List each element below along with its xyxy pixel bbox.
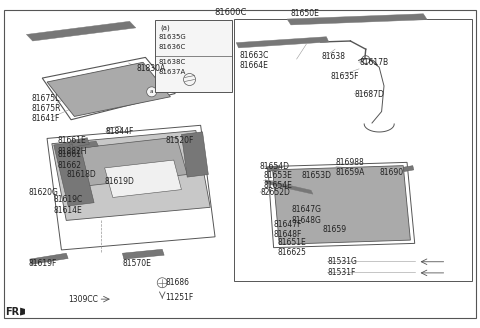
Text: 81844F: 81844F — [106, 127, 134, 136]
Polygon shape — [71, 138, 89, 147]
Polygon shape — [30, 253, 68, 264]
Polygon shape — [287, 14, 427, 25]
Text: 81653E
81654E: 81653E 81654E — [263, 171, 292, 190]
Text: 81619C: 81619C — [54, 195, 83, 204]
Polygon shape — [122, 249, 164, 259]
Text: 81687D: 81687D — [354, 90, 384, 99]
Polygon shape — [54, 142, 94, 206]
Text: 81636C: 81636C — [158, 44, 186, 50]
Text: 81531G: 81531G — [327, 257, 357, 266]
Text: 81570E: 81570E — [123, 258, 152, 268]
Circle shape — [147, 87, 156, 97]
Polygon shape — [265, 180, 313, 194]
Text: 81663C
81664E: 81663C 81664E — [240, 51, 269, 71]
Text: 82652D: 82652D — [260, 188, 290, 197]
Text: 81647F
81648F: 81647F 81648F — [274, 220, 302, 239]
Bar — [234, 19, 472, 281]
Text: 81690: 81690 — [379, 168, 403, 177]
Polygon shape — [236, 37, 329, 48]
Text: 11251F: 11251F — [166, 293, 194, 302]
Text: 81647G
81648G: 81647G 81648G — [292, 205, 322, 225]
Text: 81637A: 81637A — [158, 70, 186, 75]
Polygon shape — [47, 62, 170, 116]
Text: 81617B: 81617B — [359, 58, 388, 68]
Text: 81659: 81659 — [323, 225, 347, 234]
Text: 816988
81659A: 816988 81659A — [336, 157, 365, 177]
Text: 81675L
81675R: 81675L 81675R — [31, 93, 60, 113]
Text: 81635F: 81635F — [330, 72, 359, 81]
Polygon shape — [78, 137, 187, 186]
Text: 81654D: 81654D — [259, 162, 289, 171]
Text: 81641F: 81641F — [31, 113, 60, 123]
Polygon shape — [26, 21, 136, 41]
Text: (a): (a) — [160, 24, 170, 31]
Polygon shape — [70, 141, 98, 150]
Text: 81620G: 81620G — [29, 188, 59, 197]
Text: 81638: 81638 — [322, 52, 346, 61]
Text: 81619F: 81619F — [29, 258, 57, 268]
Text: 81686: 81686 — [166, 278, 190, 287]
Text: 81830A: 81830A — [137, 64, 166, 73]
Text: 81653D: 81653D — [301, 171, 331, 180]
Text: 81650E: 81650E — [290, 9, 319, 18]
Text: 81619D: 81619D — [105, 176, 134, 186]
Text: 1309CC: 1309CC — [68, 295, 98, 304]
Text: 81531F: 81531F — [327, 268, 356, 277]
Text: 81661E
81882H: 81661E 81882H — [58, 136, 87, 156]
Text: 81520F: 81520F — [166, 135, 194, 145]
Polygon shape — [52, 131, 210, 220]
Polygon shape — [181, 132, 208, 177]
Text: 81600C: 81600C — [214, 8, 247, 17]
Polygon shape — [105, 160, 181, 197]
Text: 81638C: 81638C — [158, 59, 186, 65]
Text: 81614E: 81614E — [54, 206, 83, 215]
Polygon shape — [266, 166, 279, 172]
Text: 81618D: 81618D — [66, 170, 96, 179]
Polygon shape — [403, 166, 414, 172]
Polygon shape — [20, 308, 25, 316]
Text: 81635G: 81635G — [158, 34, 186, 40]
Text: 81651E
816625: 81651E 816625 — [277, 238, 306, 257]
Text: FR.: FR. — [5, 307, 23, 317]
Text: a: a — [150, 89, 154, 94]
Bar — [155, 20, 232, 92]
Polygon shape — [273, 166, 410, 244]
Text: 81661
81662: 81661 81662 — [58, 150, 82, 170]
